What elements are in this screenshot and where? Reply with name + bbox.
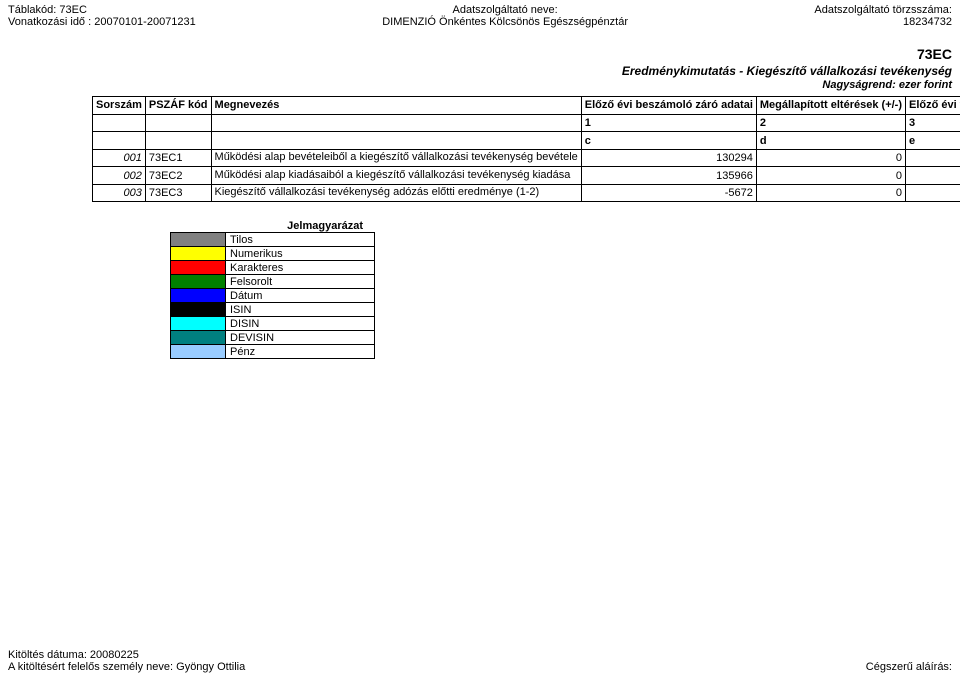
legend-row: Tilos <box>171 233 375 247</box>
cell-sorszam: 003 <box>93 184 146 202</box>
header-left: Táblakód: 73EC Vonatkozási idő : 2007010… <box>8 4 196 28</box>
legend-row: DEVISIN <box>171 331 375 345</box>
cell-kod: 73EC3 <box>145 184 211 202</box>
footer-right: Cégszerű aláírás: <box>866 661 952 673</box>
table-header-cell: c <box>581 132 756 150</box>
legend-label: ISIN <box>226 303 375 317</box>
table-header-cell: 2 <box>756 114 905 132</box>
cell-value: 135966 <box>906 167 960 185</box>
legend: Jelmagyarázat TilosNumerikusKarakteresFe… <box>170 220 960 359</box>
legend-label: Tilos <box>226 233 375 247</box>
header-left2-value: 20070101-20071231 <box>94 16 196 28</box>
cell-value: 130294 <box>581 149 756 167</box>
cell-value: -5672 <box>906 184 960 202</box>
page-header: Táblakód: 73EC Vonatkozási idő : 2007010… <box>0 0 960 28</box>
legend-label: Karakteres <box>226 261 375 275</box>
title-block: 73EC Eredménykimutatás - Kiegészítő váll… <box>0 28 960 92</box>
header-left1-value: 73EC <box>59 4 87 16</box>
footer-left: Kitöltés dátuma: 20080225 A kitöltésért … <box>8 649 245 673</box>
legend-row: Karakteres <box>171 261 375 275</box>
legend-row: Felsorolt <box>171 275 375 289</box>
header-right: Adatszolgáltató törzsszáma: 18234732 <box>814 4 952 28</box>
header-right-value: 18234732 <box>814 16 952 28</box>
cell-megnevezes: Működési alap bevételeiből a kiegészítő … <box>211 149 581 167</box>
table-header-cell <box>145 132 211 150</box>
footer-date: Kitöltés dátuma: 20080225 <box>8 649 245 661</box>
report-title: Eredménykimutatás - Kiegészítő vállalkoz… <box>0 64 952 79</box>
legend-label: Numerikus <box>226 247 375 261</box>
legend-row: ISIN <box>171 303 375 317</box>
footer-person: A kitöltésért felelős személy neve: Gyön… <box>8 661 245 673</box>
table-header-cell: d <box>756 132 905 150</box>
legend-swatch <box>171 331 226 345</box>
cell-value: 0 <box>756 167 905 185</box>
cell-kod: 73EC1 <box>145 149 211 167</box>
table-header-cell: Előző évi beszámoló záró adatai <box>581 97 756 115</box>
report-scale: Nagyságrend: ezer forint <box>0 79 952 93</box>
table-header-cell: Megállapított eltérések (+/-) <box>756 97 905 115</box>
table-header-cell: 1 <box>581 114 756 132</box>
table-header-cell: e <box>906 132 960 150</box>
legend-title: Jelmagyarázat <box>170 220 365 232</box>
legend-swatch <box>171 317 226 331</box>
legend-row: Numerikus <box>171 247 375 261</box>
legend-row: Pénz <box>171 345 375 359</box>
table-row: 00373EC3Kiegészítő vállalkozási tevékeny… <box>93 184 960 202</box>
table-row: 00173EC1Működési alap bevételeiből a kie… <box>93 149 960 167</box>
legend-swatch <box>171 345 226 359</box>
main-table: SorszámPSZÁF kódMegnevezésElőző évi besz… <box>92 96 960 202</box>
header-left1-label: Táblakód: <box>8 4 56 16</box>
legend-label: DEVISIN <box>226 331 375 345</box>
table-head-row-labels: SorszámPSZÁF kódMegnevezésElőző évi besz… <box>93 97 960 115</box>
cell-sorszam: 001 <box>93 149 146 167</box>
table-row: 00273EC2Működési alap kiadásaiból a kieg… <box>93 167 960 185</box>
legend-swatch <box>171 275 226 289</box>
legend-swatch <box>171 303 226 317</box>
table-header-cell: Megnevezés <box>211 97 581 115</box>
table-header-cell: Előző évi felülvizsgált beszámoló záró a… <box>906 97 960 115</box>
legend-swatch <box>171 233 226 247</box>
header-left2-label: Vonatkozási idő : <box>8 16 91 28</box>
table-head-row-letters: cdefgh <box>93 132 960 150</box>
table-header-cell: PSZÁF kód <box>145 97 211 115</box>
cell-value: 135966 <box>581 167 756 185</box>
legend-label: Felsorolt <box>226 275 375 289</box>
cell-megnevezes: Működési alap kiadásaiból a kiegészítő v… <box>211 167 581 185</box>
cell-kod: 73EC2 <box>145 167 211 185</box>
legend-label: DISIN <box>226 317 375 331</box>
legend-row: DISIN <box>171 317 375 331</box>
table-header-cell <box>93 114 146 132</box>
legend-label: Dátum <box>226 289 375 303</box>
legend-row: Dátum <box>171 289 375 303</box>
table-header-cell <box>145 114 211 132</box>
table-header-cell: 3 <box>906 114 960 132</box>
legend-swatch <box>171 289 226 303</box>
legend-table: TilosNumerikusKarakteresFelsoroltDátumIS… <box>170 232 375 359</box>
table-header-cell <box>211 114 581 132</box>
cell-sorszam: 002 <box>93 167 146 185</box>
header-right-label: Adatszolgáltató törzsszáma: <box>814 4 952 16</box>
legend-swatch <box>171 247 226 261</box>
header-center-value: DIMENZIÓ Önkéntes Kölcsönös Egészségpénz… <box>382 16 628 28</box>
cell-value: 130294 <box>906 149 960 167</box>
table-header-cell <box>93 132 146 150</box>
table-head-row-numbers: 1234567 <box>93 114 960 132</box>
report-code: 73EC <box>0 46 952 64</box>
cell-value: -5672 <box>581 184 756 202</box>
table-header-cell <box>211 132 581 150</box>
legend-swatch <box>171 261 226 275</box>
legend-label: Pénz <box>226 345 375 359</box>
header-center-label: Adatszolgáltató neve: <box>382 4 628 16</box>
page-footer: Kitöltés dátuma: 20080225 A kitöltésért … <box>8 649 952 673</box>
header-center: Adatszolgáltató neve: DIMENZIÓ Önkéntes … <box>382 4 628 28</box>
cell-value: 0 <box>756 184 905 202</box>
table-header-cell: Sorszám <box>93 97 146 115</box>
cell-value: 0 <box>756 149 905 167</box>
cell-megnevezes: Kiegészítő vállalkozási tevékenység adóz… <box>211 184 581 202</box>
